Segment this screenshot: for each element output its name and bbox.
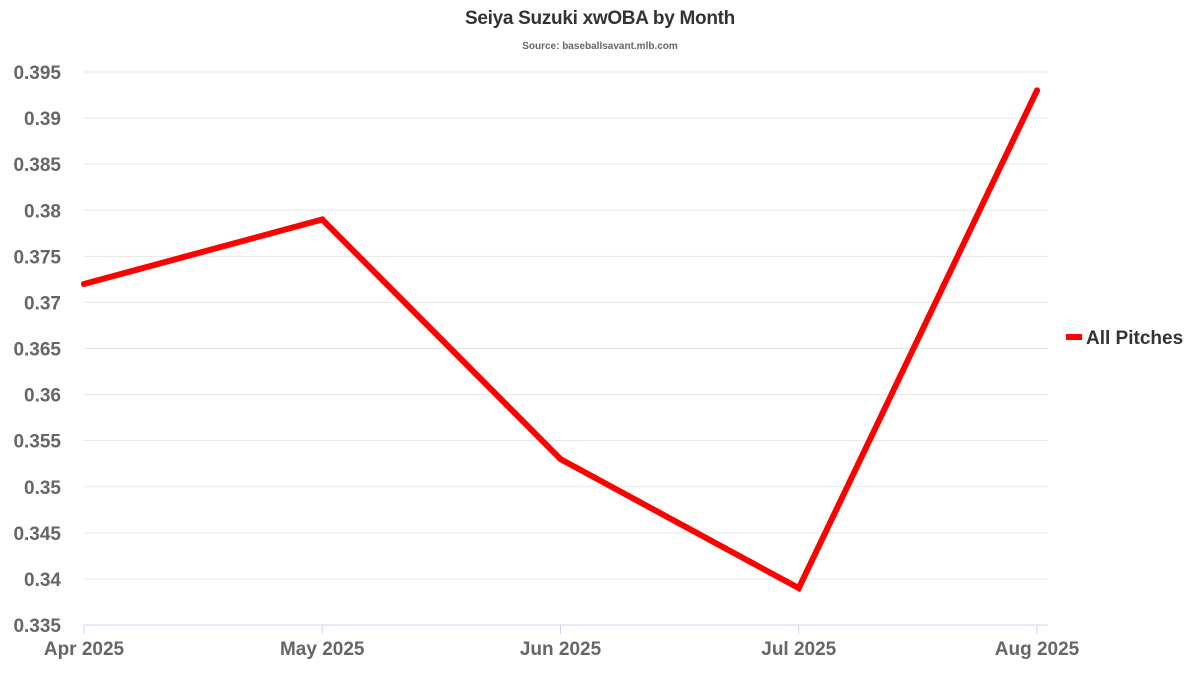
- y-tick-label: 0.36: [24, 386, 61, 407]
- series-line-0[interactable]: [81, 87, 1040, 593]
- y-tick-label: 0.335: [13, 616, 61, 637]
- y-tick-label: 0.39: [24, 109, 61, 130]
- y-tick-label: 0.365: [13, 340, 61, 361]
- y-tick-label: 0.37: [24, 293, 61, 314]
- chart-subtitle: Source: baseballsavant.mlb.com: [522, 41, 678, 52]
- data-point[interactable]: [81, 280, 87, 287]
- x-tick-label: May 2025: [280, 639, 365, 660]
- legend-label[interactable]: All Pitches: [1086, 328, 1183, 349]
- y-tick-label: 0.345: [13, 524, 61, 545]
- y-tick-label: 0.375: [13, 247, 61, 268]
- chart-title: Seiya Suzuki xwOBA by Month: [465, 8, 735, 29]
- x-tick-label: Apr 2025: [44, 639, 125, 660]
- y-tick-label: 0.355: [13, 432, 61, 453]
- data-point[interactable]: [1034, 87, 1040, 94]
- legend[interactable]: All Pitches: [1066, 328, 1183, 349]
- x-tick-label: Aug 2025: [995, 639, 1080, 660]
- y-tick-label: 0.34: [24, 570, 61, 591]
- y-tick-label: 0.35: [24, 478, 61, 499]
- y-tick-label: 0.385: [13, 155, 61, 176]
- y-tick-label: 0.38: [24, 201, 61, 222]
- data-point[interactable]: [557, 456, 564, 463]
- data-point[interactable]: [319, 216, 326, 223]
- x-axis: Apr 2025 May 2025 Jun 2025 Jul 2025 Aug 2025: [44, 625, 1080, 660]
- x-tick-label: Jul 2025: [761, 639, 836, 660]
- gridlines: [84, 71, 1048, 626]
- data-point[interactable]: [795, 585, 802, 592]
- series-group: [81, 87, 1040, 593]
- x-tick-label: Jun 2025: [520, 639, 602, 660]
- y-axis: 0.335 0.34 0.345 0.35 0.355 0.36 0.365 0.37 0.37…: [13, 63, 61, 637]
- y-tick-label: 0.395: [13, 63, 61, 84]
